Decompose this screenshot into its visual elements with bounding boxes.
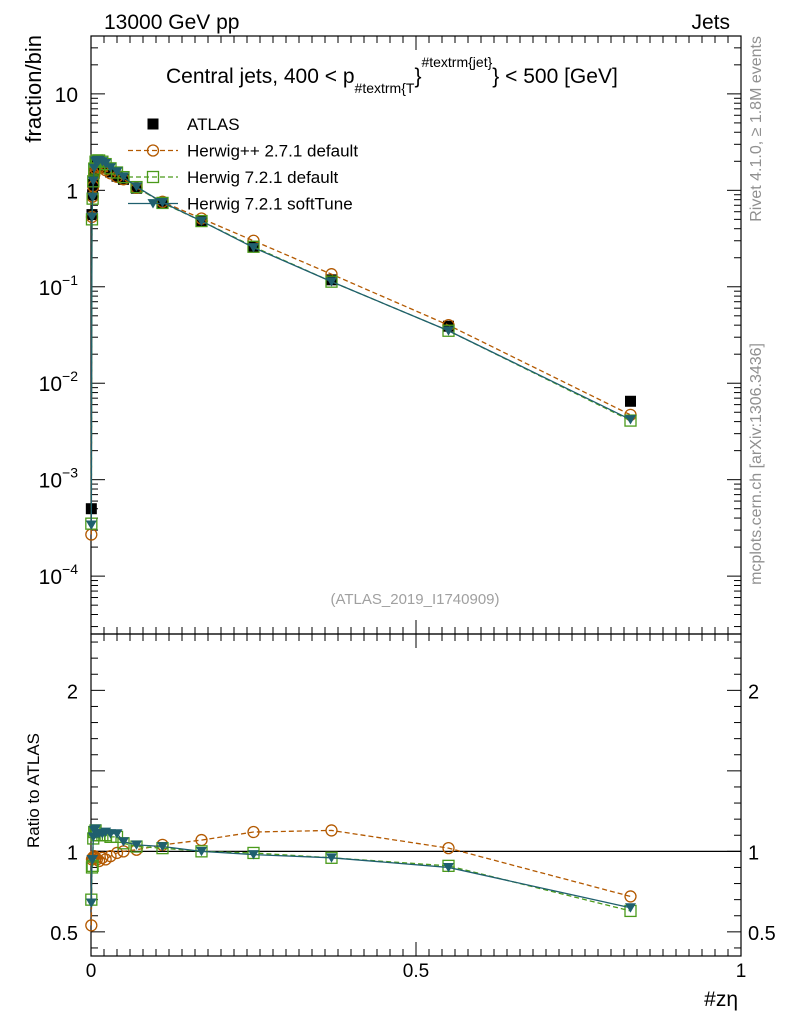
- ratio-point-herwig-7-2-1-softtune: [157, 842, 168, 852]
- data-point-herwig-7-2-1-softtune: [625, 415, 636, 425]
- ratio-point-herwig-2-7-1-default: [110, 846, 124, 860]
- chart-title-brace: }: [414, 65, 421, 88]
- series-line-herwig-2-7-1-default: [90, 165, 631, 535]
- x-tick-label: 1: [736, 961, 747, 982]
- data-point-herwig-7-2-1-softtune: [443, 326, 454, 336]
- ratio-line-herwig-7-2-1-softtune: [90, 827, 631, 909]
- chart-title-subscript: #textrm{T: [355, 80, 415, 96]
- ratio-y-tick-label-right: 2: [748, 681, 759, 703]
- x-tick-label: 0: [86, 961, 97, 982]
- data-point-herwig-7-2-1-softtune: [105, 163, 116, 173]
- x-axis-title: #zη: [704, 988, 738, 1011]
- ratio-point-herwig-7-2-1-softtune: [326, 853, 337, 863]
- chart-title-suffix: } < 500 [GeV]: [492, 65, 618, 88]
- legend-marker-herwig-7-2-1-softtune: [147, 199, 159, 209]
- legend-label-atlas: ATLAS: [187, 115, 240, 134]
- tick-base: 10: [55, 84, 78, 107]
- ratio-line-herwig-7-2-1-default: [90, 829, 631, 912]
- ratio-y-axis-title: Ratio to ATLAS: [24, 733, 43, 848]
- main-y-tick-label: 10−1: [39, 272, 79, 300]
- data-point-atlas: [625, 395, 636, 407]
- data-point-herwig-7-2-1-default: [130, 180, 143, 194]
- legend-marker-atlas: [147, 118, 159, 130]
- data-point-herwig-7-2-1-softtune: [86, 212, 98, 222]
- data-point-herwig-7-2-1-softtune: [248, 243, 259, 253]
- main-y-axis-title: fraction/bin: [21, 35, 46, 143]
- tick-base: 10: [39, 277, 62, 300]
- data-point-herwig-7-2-1-softtune: [157, 197, 168, 208]
- ratio-point-herwig-2-7-1-default: [247, 825, 260, 839]
- main-y-tick-label: 10: [55, 84, 78, 107]
- main-y-tick-label: 10−2: [39, 368, 79, 396]
- tick-exponent: −3: [62, 465, 78, 481]
- data-point-herwig-7-2-1-softtune: [196, 216, 207, 227]
- main-y-tick-label: 10−3: [39, 465, 79, 493]
- data-point-herwig-7-2-1-default: [624, 414, 637, 427]
- chart-title-main: Central jets, 400 < p: [166, 65, 355, 88]
- main-y-tick-label: 10−4: [39, 561, 79, 589]
- analysis-id-label: (ATLAS_2019_I1740909): [330, 591, 499, 608]
- main-y-tick-label: 1: [66, 180, 78, 203]
- ratio-y-tick-label-left: 2: [67, 681, 78, 703]
- x-tick-label: 0.5: [403, 961, 429, 982]
- tick-base: 1: [66, 180, 78, 203]
- ratio-point-herwig-7-2-1-softtune: [111, 829, 123, 839]
- data-point-herwig-7-2-1-softtune: [326, 277, 337, 287]
- ratio-point-herwig-7-2-1-softtune: [90, 824, 102, 834]
- ratio-point-herwig-7-2-1-softtune: [443, 863, 454, 873]
- chart-title-superscript: #textrm{jet}: [421, 54, 492, 70]
- ratio-point-herwig-2-7-1-default: [85, 919, 98, 932]
- ratio-point-herwig-7-2-1-softtune: [118, 837, 129, 847]
- tick-base: 10: [39, 373, 62, 396]
- series-line-herwig-7-2-1-softtune: [90, 159, 631, 525]
- data-point-herwig-7-2-1-softtune: [88, 163, 100, 174]
- ratio-point-herwig-2-7-1-default: [325, 824, 338, 837]
- ratio-y-tick-label-left: 1: [67, 842, 78, 864]
- header-jets-label: Jets: [691, 11, 730, 34]
- ratio-line-herwig-2-7-1-default: [90, 829, 631, 926]
- data-point-herwig-7-2-1-default: [325, 275, 338, 288]
- ratio-panel-frame: [90, 633, 742, 957]
- ratio-point-herwig-7-2-1-softtune: [85, 898, 97, 908]
- ratio-y-tick-label-right: 0.5: [748, 923, 776, 945]
- data-point-herwig-7-2-1-softtune: [87, 192, 99, 203]
- ratio-point-herwig-2-7-1-default: [624, 890, 637, 903]
- ratio-y-tick-label-right: 1: [748, 842, 759, 864]
- ratio-point-herwig-7-2-1-softtune: [131, 840, 142, 850]
- ratio-point-herwig-7-2-1-softtune: [196, 846, 207, 857]
- ratio-point-herwig-2-7-1-default: [104, 850, 117, 863]
- mcplots-label: mcplots.cern.ch [arXiv:1306.3436]: [748, 343, 765, 585]
- data-point-herwig-7-2-1-default: [442, 324, 455, 337]
- data-point-herwig-7-2-1-softtune: [118, 172, 129, 182]
- data-point-herwig-7-2-1-softtune: [111, 167, 123, 177]
- legend-label-herwig-7-2-1-default: Herwig 7.2.1 default: [187, 168, 338, 187]
- tick-base: 10: [39, 470, 62, 493]
- header-energy-label: 13000 GeV pp: [104, 11, 239, 34]
- data-point-herwig-7-2-1-default: [195, 214, 208, 228]
- rivet-version-label: Rivet 4.1.0, ≥ 1.8M events: [748, 36, 765, 222]
- chart-title: Central jets, 400 < p#textrm{T}#textrm{j…: [166, 54, 618, 96]
- ratio-point-herwig-7-2-1-softtune: [625, 903, 636, 913]
- tick-exponent: −4: [62, 561, 78, 577]
- tick-exponent: −1: [62, 272, 78, 288]
- ratio-point-herwig-2-7-1-default: [442, 841, 455, 855]
- data-point-atlas: [443, 320, 454, 332]
- ratio-y-tick-label-left: 0.5: [50, 923, 78, 945]
- legend-marker-herwig-7-2-1-default: [146, 170, 160, 184]
- legend-label-herwig-2-7-1-default: Herwig++ 2.7.1 default: [187, 142, 358, 161]
- data-point-herwig-7-2-1-softtune: [131, 182, 142, 192]
- data-point-herwig-7-2-1-softtune: [87, 176, 99, 186]
- tick-base: 10: [39, 566, 62, 589]
- ratio-point-herwig-7-2-1-softtune: [248, 850, 259, 860]
- ratio-point-herwig-7-2-1-softtune: [87, 855, 99, 865]
- legend-marker-herwig-2-7-1-default: [146, 144, 160, 157]
- tick-exponent: −2: [62, 368, 78, 384]
- legend-label-herwig-7-2-1-softtune: Herwig 7.2.1 softTune: [187, 195, 353, 214]
- series-line-herwig-7-2-1-default: [90, 159, 631, 524]
- data-point-herwig-7-2-1-softtune: [85, 520, 97, 530]
